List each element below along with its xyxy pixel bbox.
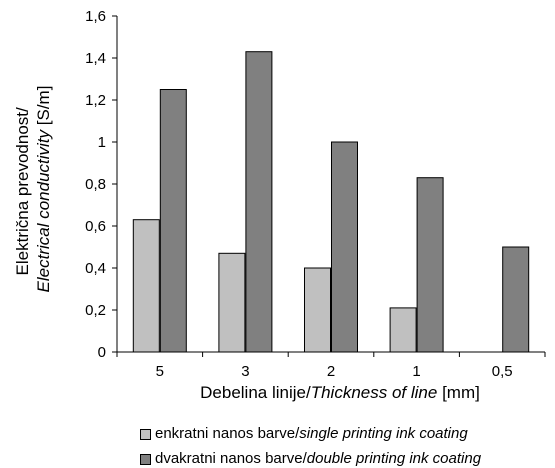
x-tick-label: 2 bbox=[327, 363, 335, 380]
bar-single-coating bbox=[389, 307, 417, 353]
y-tick-label: 0,6 bbox=[85, 218, 106, 235]
y-tick-label: 0,2 bbox=[85, 302, 106, 319]
bar-single-coating bbox=[218, 252, 246, 353]
legend-label-double: dvakratni nanos barve/double printing in… bbox=[155, 450, 482, 467]
legend-label-single: enkratni nanos barve/single printing ink… bbox=[155, 425, 468, 442]
bar-double-coating bbox=[245, 51, 273, 353]
legend-swatch-double bbox=[140, 453, 151, 465]
legend-item-double: dvakratni nanos barve/double printing in… bbox=[140, 450, 481, 468]
bar-double-coating bbox=[159, 89, 187, 353]
bar-single-coating bbox=[132, 219, 160, 353]
y-tick-label: 1 bbox=[98, 134, 106, 151]
y-tick-label: 0 bbox=[98, 344, 106, 361]
y-tick-label: 0,8 bbox=[85, 176, 106, 193]
y-tick-label: 1,6 bbox=[85, 8, 106, 25]
y-tick-label: 1,4 bbox=[85, 50, 106, 67]
y-axis-title: Električna prevodnost/ Electrical conduc… bbox=[13, 86, 53, 293]
bar-double-coating bbox=[331, 141, 358, 353]
x-tick-label: 0,5 bbox=[492, 363, 513, 380]
y-tick-label: 0,4 bbox=[85, 260, 106, 277]
bar-double-coating bbox=[416, 177, 444, 353]
legend-item-single: enkratni nanos barve/single printing ink… bbox=[140, 425, 468, 443]
bar-single-coating bbox=[304, 267, 331, 353]
x-axis-title: Debelina linije/Thickness of line [mm] bbox=[200, 383, 480, 402]
x-tick-label: 3 bbox=[241, 363, 249, 380]
x-tick-label: 5 bbox=[156, 363, 164, 380]
y-tick-label: 1,2 bbox=[85, 92, 106, 109]
bar-double-coating bbox=[502, 246, 530, 353]
legend-swatch-single bbox=[140, 428, 151, 440]
x-tick-label: 1 bbox=[412, 363, 420, 380]
plot-area: 0 0,2 0,4 0,6 0,8 1 1,2 1,4 1,6 5 3 2 1 0,5 bbox=[85, 8, 546, 380]
